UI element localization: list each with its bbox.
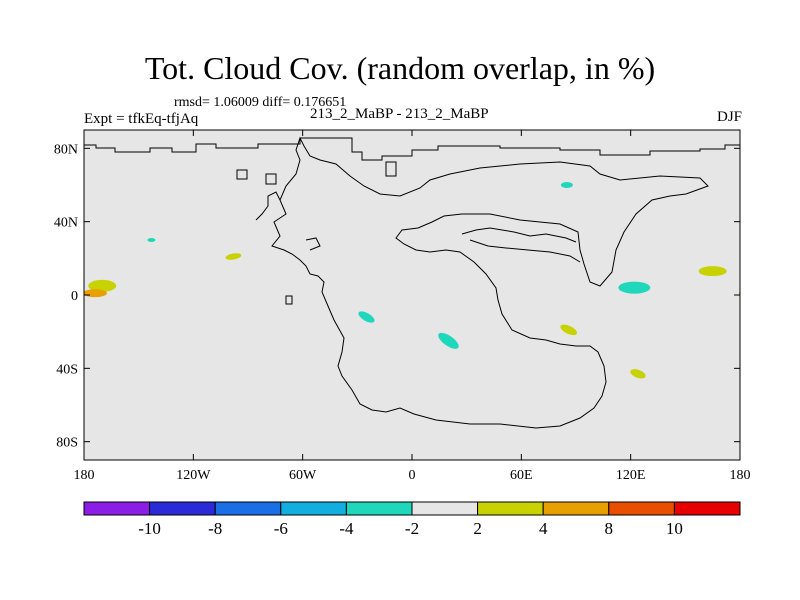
- stats-label: rmsd= 1.06009 diff= 0.176651: [174, 95, 347, 110]
- colorbar-label: 4: [539, 519, 548, 538]
- island-3: [265, 173, 277, 185]
- colorbar-swatch: [214, 501, 282, 516]
- island-2: [385, 161, 397, 177]
- y-tick-label: 40N: [54, 216, 78, 231]
- anomaly-region: [358, 311, 375, 323]
- axis-ticks: 180 120W 60W 0 60E 120E 180 80N 40N 0 40S 80S: [54, 130, 751, 483]
- x-tick-label: 180: [730, 468, 751, 483]
- x-tick-label: 60W: [289, 468, 317, 483]
- colorbar-swatch: [411, 501, 479, 516]
- x-tick-label: 0: [409, 468, 416, 483]
- x-tick-label: 60E: [510, 468, 533, 483]
- colorbar-swatch: [542, 501, 610, 516]
- anomaly-region: [438, 332, 459, 349]
- colorbar-swatch: [83, 501, 151, 516]
- plot-background: [84, 130, 740, 460]
- colorbar-label: 2: [473, 519, 482, 538]
- experiment-label: Expt = tfkEq-tfjAq: [84, 111, 199, 127]
- anomaly-region: [88, 279, 117, 292]
- colorbar-label: 10: [666, 519, 683, 538]
- y-tick-label: 0: [71, 289, 78, 304]
- island-4: [285, 295, 293, 305]
- anomaly-region: [225, 253, 242, 260]
- colorbar-swatch: [477, 501, 544, 516]
- colorbar-swatch: [673, 501, 741, 516]
- island-1: [236, 169, 248, 180]
- anomaly-region: [147, 238, 156, 242]
- colorbar: -10 -8 -6 -4 -2 2 4 8 10: [83, 501, 741, 538]
- colorbar-label: -6: [274, 519, 288, 538]
- colorbar-swatch: [608, 501, 675, 516]
- x-tick-label: 180: [74, 468, 95, 483]
- coast-asia-inner-2: [469, 239, 581, 263]
- y-tick-label: 80N: [54, 142, 78, 157]
- anomaly-region: [84, 289, 107, 298]
- coast-north: [84, 137, 740, 161]
- coast-north-america: [271, 136, 709, 429]
- anomaly-region: [698, 266, 727, 277]
- anomaly-region: [738, 291, 740, 295]
- colorbar-swatch: [280, 501, 347, 516]
- colorbar-label: -4: [339, 519, 354, 538]
- coastlines: [84, 136, 740, 429]
- y-tick-label: 80S: [56, 436, 78, 451]
- anomaly-region: [630, 369, 646, 379]
- anomaly-region: [618, 281, 651, 294]
- y-tick-label: 40S: [56, 362, 78, 377]
- anomaly-region: [560, 182, 573, 188]
- coast-small-1: [255, 191, 281, 221]
- x-tick-label: 120W: [176, 468, 211, 483]
- anomaly-region: [744, 280, 772, 292]
- colorbar-label: -10: [138, 519, 161, 538]
- colorbar-label: -8: [208, 519, 222, 538]
- colorbar-label: -2: [405, 519, 419, 538]
- chart-title: Tot. Cloud Cov. (random overlap, in %): [144, 50, 656, 86]
- x-tick-label: 120E: [616, 468, 646, 483]
- season-label: DJF: [716, 109, 742, 125]
- case-label: 213_2_MaBP - 213_2_MaBP: [310, 106, 489, 122]
- anomaly-region: [560, 324, 578, 336]
- coast-asia-inner: [461, 227, 577, 243]
- colorbar-label: 8: [605, 519, 614, 538]
- coast-small-2: [305, 237, 321, 251]
- colorbar-swatch: [149, 501, 216, 516]
- colorbar-swatch: [345, 501, 413, 516]
